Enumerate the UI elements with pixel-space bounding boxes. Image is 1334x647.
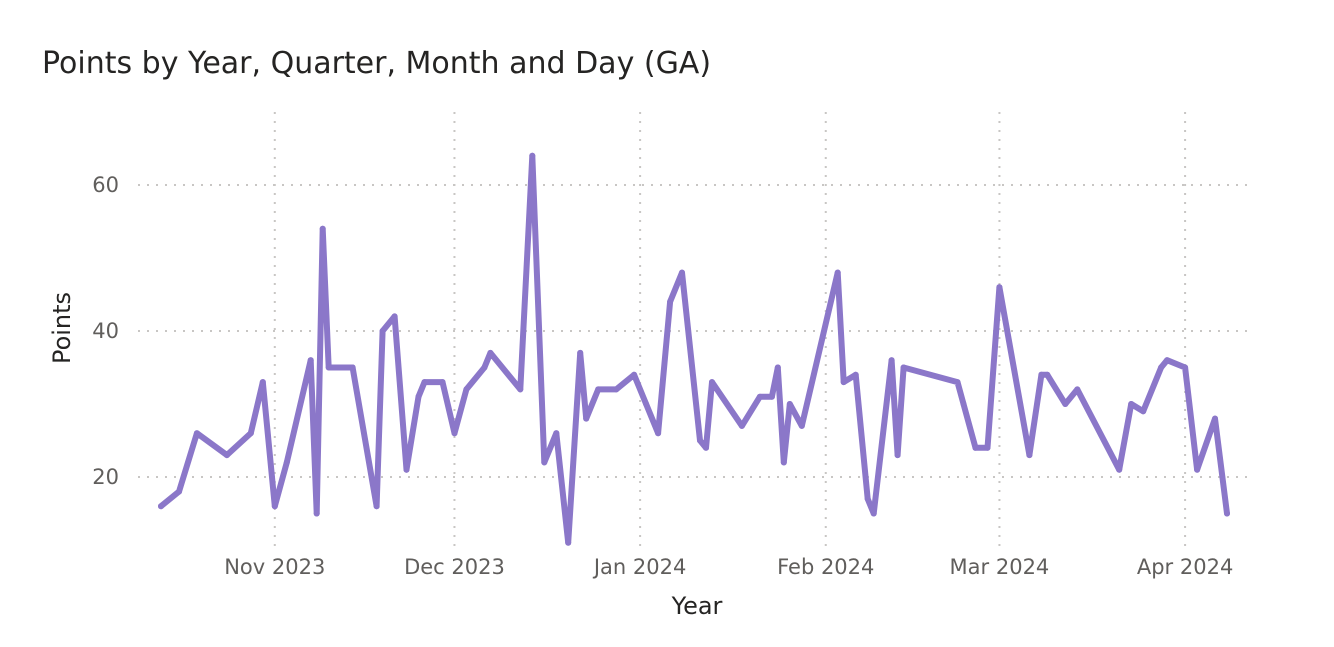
data-point [349,364,356,371]
data-point [583,415,590,422]
data-point [193,430,200,437]
data-point [517,386,524,393]
data-point [840,379,847,386]
data-point [1044,371,1051,378]
data-points [158,152,1230,546]
data-point [738,422,745,429]
x-tick-label: Dec 2023 [404,555,505,579]
data-point [780,459,787,466]
data-point [1128,401,1135,407]
data-point [1212,415,1218,422]
data-point [325,364,332,371]
data-point [439,379,446,386]
data-point [307,357,314,364]
data-point [613,386,620,393]
data-point [379,328,386,334]
data-point [756,393,763,400]
data-point [667,298,674,305]
data-point [703,444,709,451]
x-axis-label: Year [671,592,723,620]
data-point [655,430,662,437]
data-point [1140,408,1147,415]
data-point [283,459,290,466]
x-tick-label: Mar 2024 [950,555,1050,579]
data-point [158,503,164,510]
data-point [373,503,380,510]
y-axis-label: Points [48,292,76,364]
horizontal-gridlines [138,184,1252,478]
data-point [541,459,548,466]
data-point [888,357,895,364]
data-point [834,269,841,276]
data-point [481,364,488,371]
data-point [487,349,494,356]
data-point [247,430,254,437]
data-point [1182,364,1189,371]
data-point [1164,357,1171,364]
x-tick-label: Nov 2023 [224,555,325,579]
data-point [864,495,871,502]
data-point [259,379,266,386]
data-point [954,379,961,386]
data-point [1224,510,1230,517]
series-line [158,152,1230,546]
data-point [768,393,775,400]
data-point [1074,386,1081,393]
data-point [415,393,422,400]
data-point [313,510,320,517]
chart-title: Points by Year, Quarter, Month and Day (… [42,46,712,81]
data-point [595,386,602,393]
data-point [319,225,326,232]
y-tick-label: 40 [92,319,119,343]
data-point [421,379,428,386]
data-point [1062,401,1069,407]
data-point [697,437,703,444]
x-tick-label: Jan 2024 [592,555,687,579]
data-point [577,349,584,356]
data-point [870,510,877,517]
data-point [176,488,182,495]
data-point [786,401,793,407]
data-point [223,452,230,459]
data-point [463,386,470,393]
data-point [852,371,859,378]
data-point [271,503,278,510]
data-point [565,539,572,546]
data-point [972,444,979,451]
data-point [996,284,1003,291]
y-tick-label: 60 [92,173,119,197]
data-point [529,152,536,159]
data-point [894,452,901,459]
data-point [1194,466,1201,473]
y-tick-label: 20 [92,465,119,489]
y-axis-ticks: 20 40 60 [92,173,119,489]
x-tick-label: Apr 2024 [1137,555,1233,579]
data-point [391,313,398,320]
data-point [1038,371,1045,378]
data-point [643,401,650,407]
data-point [403,466,410,473]
data-point [679,269,685,276]
data-point [1026,452,1033,459]
data-point [1158,364,1165,371]
data-point [984,444,991,451]
x-axis-ticks: Nov 2023 Dec 2023 Jan 2024 Feb 2024 Mar 2024… [224,555,1233,579]
data-point [451,430,458,437]
data-point [631,371,638,378]
x-tick-label: Feb 2024 [777,555,874,579]
data-point [900,364,907,371]
data-point [960,401,967,407]
data-point [1116,466,1123,473]
data-point [798,422,805,429]
data-point [774,364,781,371]
data-point [553,430,560,437]
data-point [709,379,715,386]
